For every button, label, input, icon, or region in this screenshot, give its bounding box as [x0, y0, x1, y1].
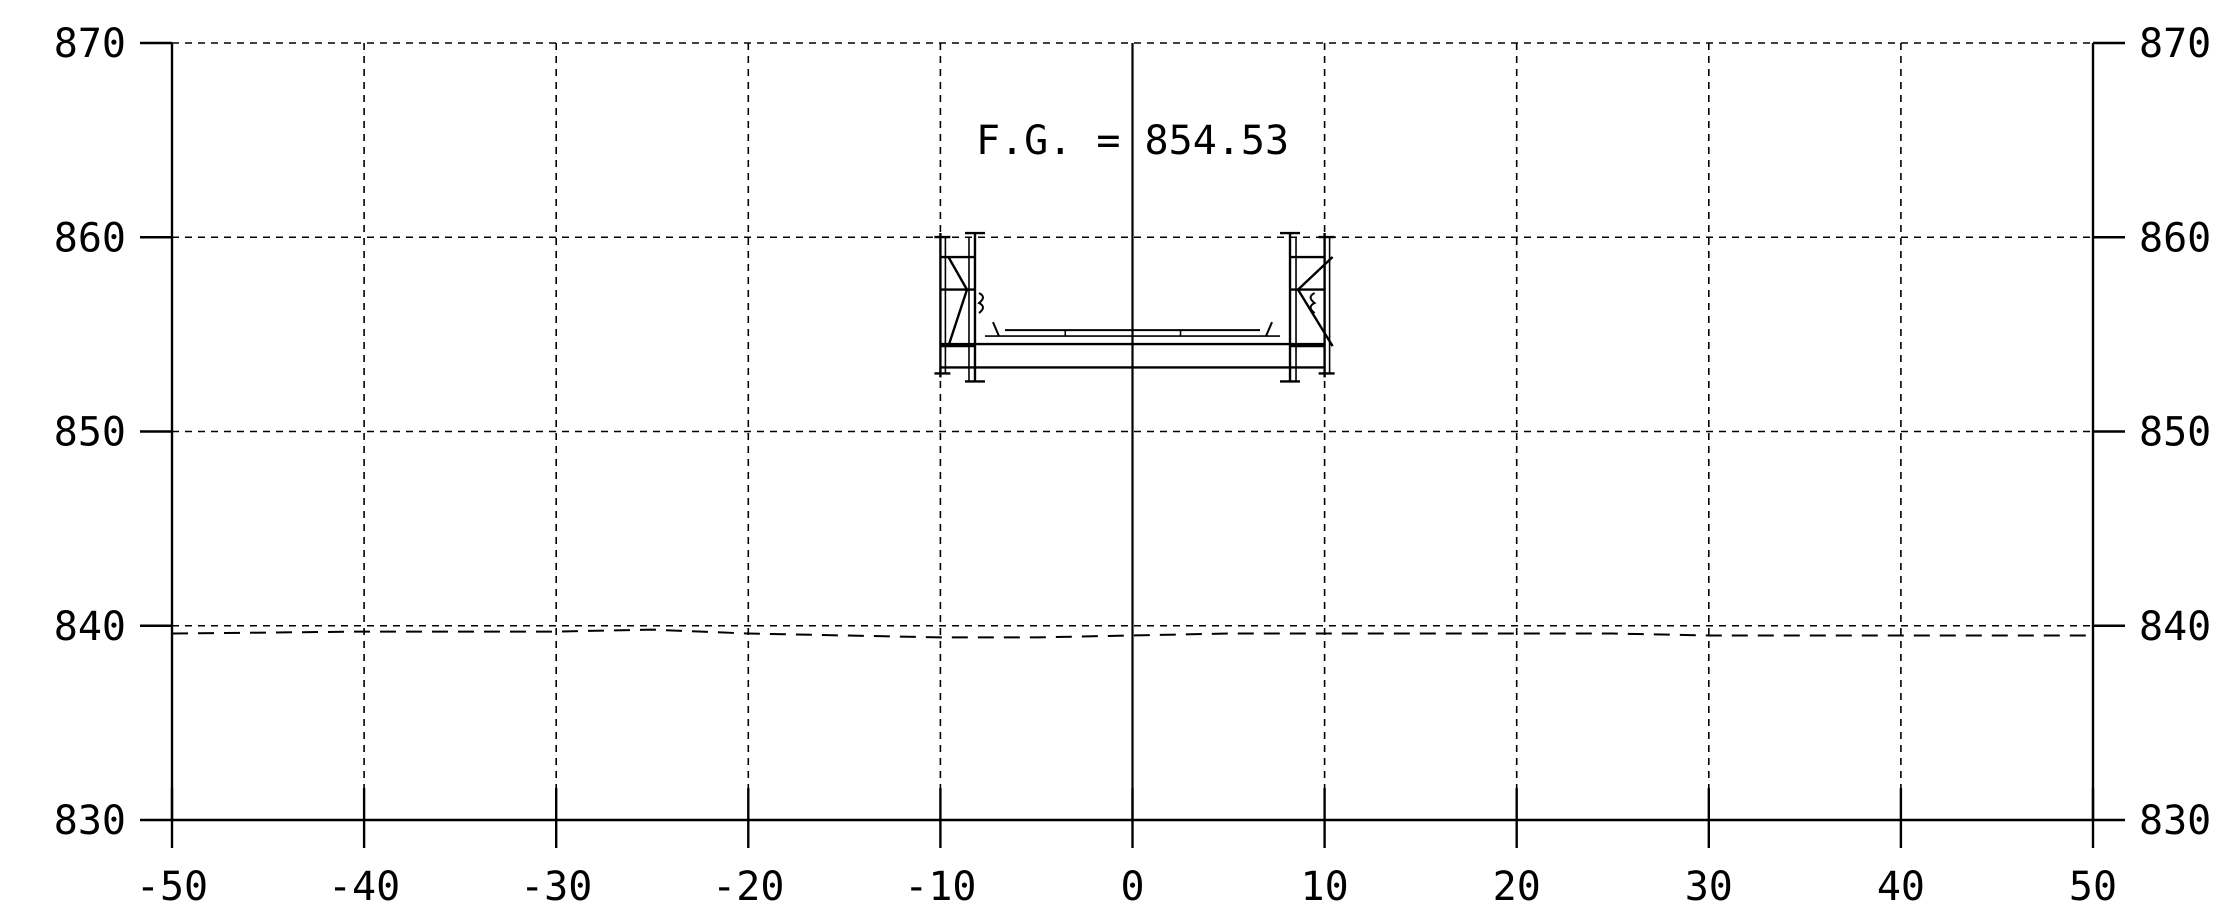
x-tick-label: -40: [328, 864, 400, 910]
left-curb: [993, 322, 999, 336]
right-truss-diagonal-lower: [1298, 290, 1333, 346]
annotation-layer: F.G. = 854.53: [976, 118, 1289, 164]
y-tick-label-right: 840: [2139, 604, 2211, 650]
right-truss-diagonal-upper: [1298, 257, 1333, 290]
left-handrail-bracket: [979, 293, 983, 313]
y-tick-label-right: 860: [2139, 215, 2211, 261]
x-tick-label: -20: [712, 864, 784, 910]
fg-annotation: F.G. = 854.53: [976, 118, 1289, 164]
left-truss-diagonal-lower: [948, 290, 967, 346]
x-tick-label: -50: [136, 864, 208, 910]
x-tick-label: 20: [1493, 864, 1541, 910]
y-tick-label-right: 850: [2139, 410, 2211, 456]
x-tick-label: 10: [1301, 864, 1349, 910]
x-tick-label: 0: [1120, 864, 1144, 910]
x-tick-label: -30: [520, 864, 592, 910]
x-tick-label: 40: [1877, 864, 1925, 910]
x-tick-label: 30: [1685, 864, 1733, 910]
right-handrail-bracket: [1311, 293, 1315, 313]
y-tick-label-left: 830: [54, 798, 126, 844]
y-tick-label-left: 860: [54, 215, 126, 261]
y-tick-label-left: 850: [54, 410, 126, 456]
bridge-cross-section: [934, 233, 1334, 381]
x-tick-label: 50: [2069, 864, 2117, 910]
right-curb: [1266, 322, 1272, 336]
y-tick-label-right: 870: [2139, 21, 2211, 67]
x-tick-label: -10: [904, 864, 976, 910]
y-tick-label-left: 870: [54, 21, 126, 67]
y-tick-label-right: 830: [2139, 798, 2211, 844]
y-tick-label-left: 840: [54, 604, 126, 650]
left-truss-diagonal-upper: [948, 257, 967, 290]
